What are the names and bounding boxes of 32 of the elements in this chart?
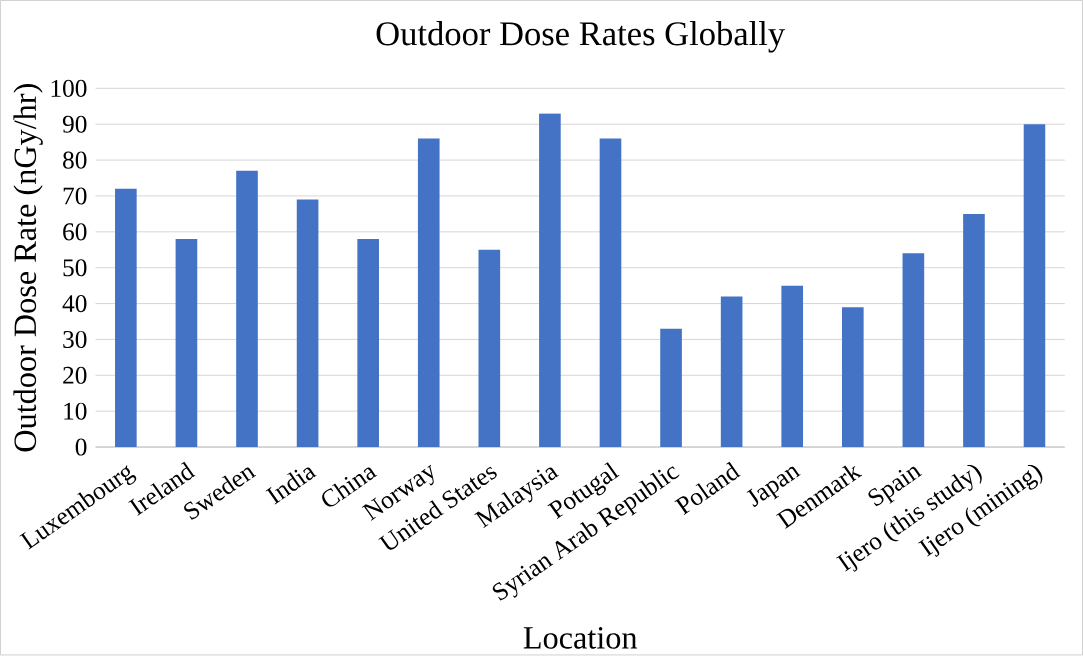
bar <box>357 238 379 447</box>
y-tick-label: 10 <box>64 402 87 420</box>
y-tick-label: 80 <box>63 151 87 169</box>
y-tick-label: 0 <box>75 438 87 456</box>
y-tick-label: 100 <box>51 79 87 97</box>
bar <box>599 138 622 447</box>
bar <box>236 170 258 447</box>
x-tick-label: India <box>265 467 317 505</box>
y-tick-label: 40 <box>62 294 87 312</box>
bar <box>1023 124 1046 447</box>
y-tick-label: 70 <box>63 187 87 205</box>
bar <box>539 113 561 447</box>
chart-title: Outdoor Dose Rates Globally <box>376 20 786 53</box>
x-axis-title: Location <box>523 626 638 649</box>
bar <box>478 249 501 447</box>
bar <box>781 285 804 447</box>
y-axis-title: Outdoor Dose Rate (nGy/hr) <box>13 83 43 452</box>
bar <box>902 253 925 447</box>
y-tick-label: 20 <box>63 366 87 384</box>
y-tick-label: 50 <box>63 258 87 277</box>
y-tick-label: 90 <box>62 115 87 133</box>
bar <box>115 188 137 447</box>
y-tick-label: 30 <box>63 330 87 348</box>
x-tick-label: Spain <box>868 466 923 506</box>
bar <box>720 296 743 447</box>
bar <box>296 199 319 447</box>
bar <box>841 306 864 447</box>
bar <box>417 138 440 447</box>
bar <box>175 238 198 447</box>
bar <box>660 328 682 447</box>
y-tick-label: 60 <box>63 223 87 241</box>
bar <box>963 213 985 447</box>
